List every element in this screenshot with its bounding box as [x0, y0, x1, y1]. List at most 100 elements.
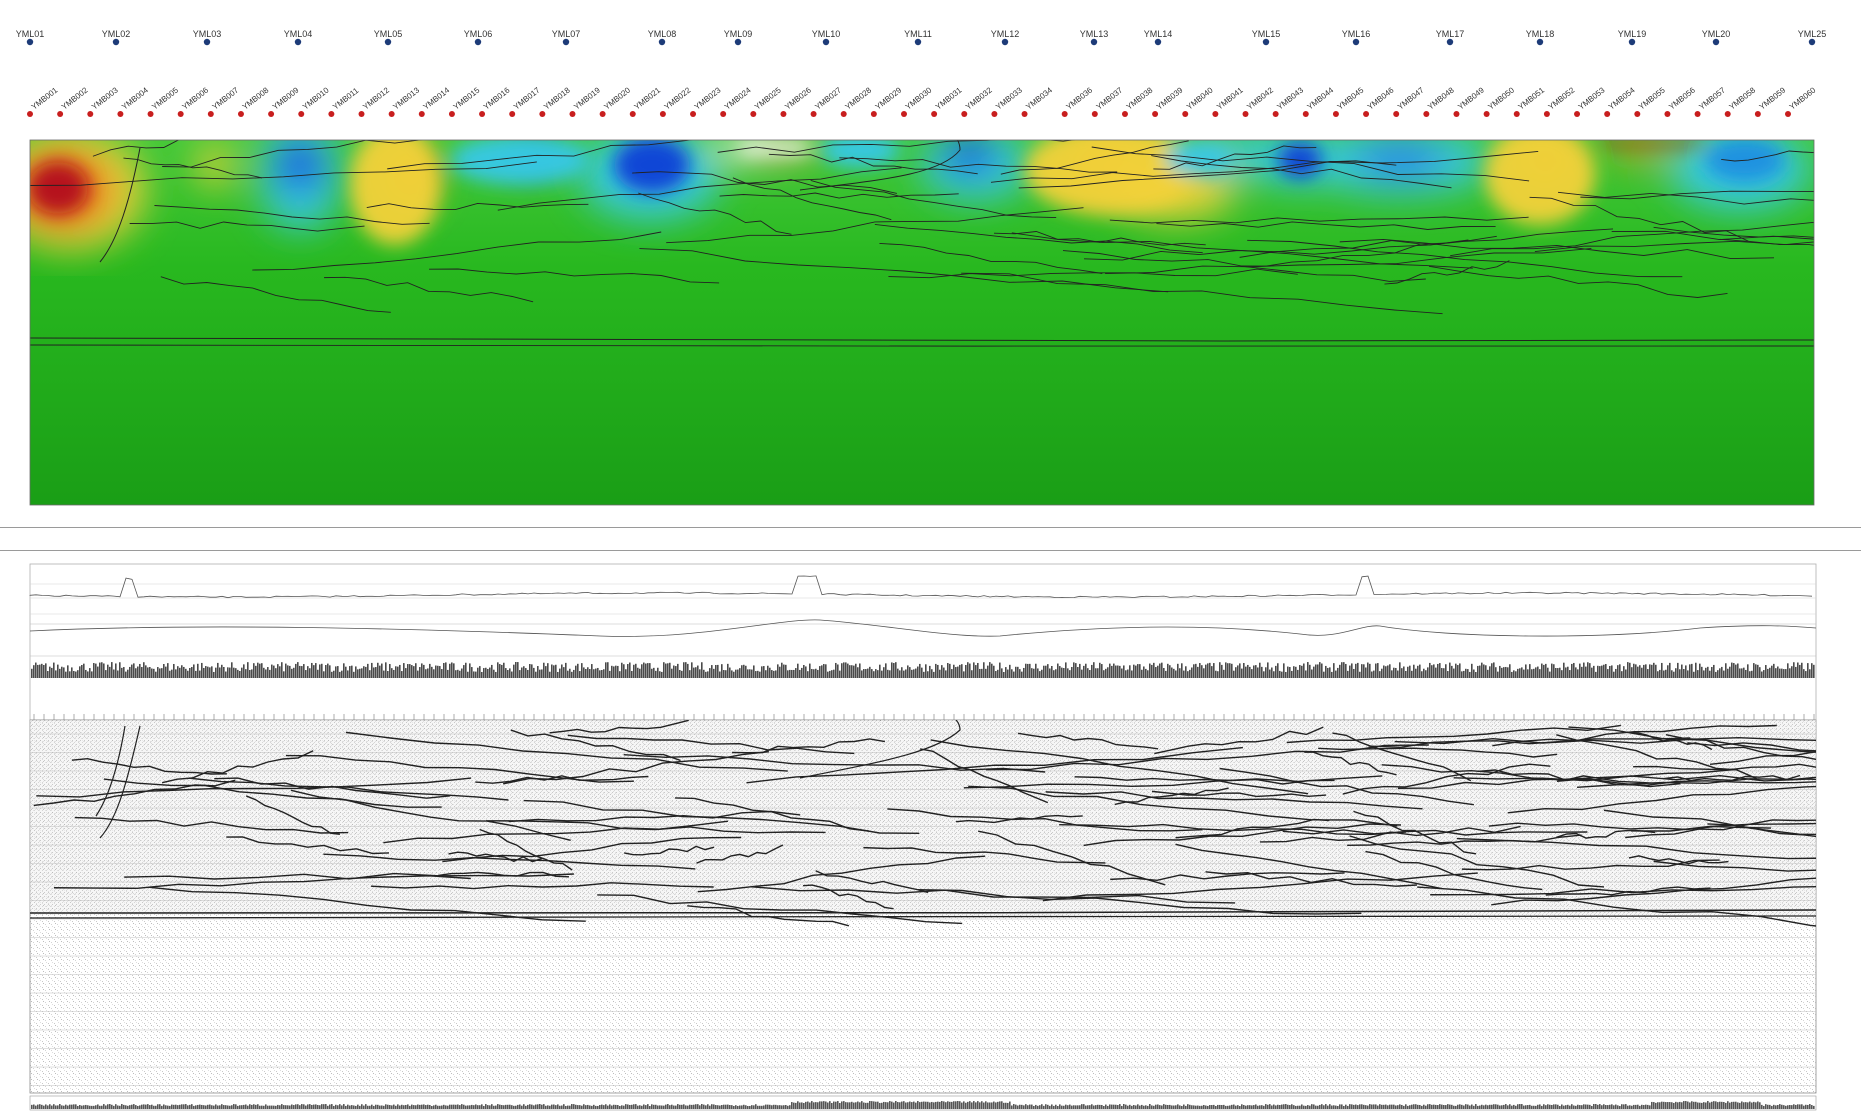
footer-bar — [991, 1102, 993, 1109]
station-label-ymb: YMB026 — [783, 85, 813, 111]
track-bar — [639, 668, 641, 678]
track-bar — [1095, 668, 1097, 678]
track-bar — [785, 664, 787, 678]
track-bar — [1439, 663, 1441, 678]
track-bar — [475, 671, 477, 678]
footer-bar — [481, 1104, 483, 1109]
horizon-line — [1286, 724, 1622, 744]
footer-bar — [665, 1104, 667, 1109]
footer-bar — [1389, 1104, 1391, 1109]
track-bar — [241, 667, 243, 678]
horizon-line — [1368, 737, 1691, 749]
footer-bar — [1401, 1104, 1403, 1109]
footer-bar — [1471, 1104, 1473, 1109]
track-bar — [1103, 670, 1105, 678]
track-bar — [1511, 671, 1513, 678]
footer-bar — [1515, 1105, 1517, 1109]
track-bar — [1337, 667, 1339, 678]
track-bar — [119, 662, 121, 678]
track-bar — [1347, 670, 1349, 678]
footer-bar — [1809, 1104, 1811, 1109]
track-bar — [1161, 662, 1163, 678]
footer-bar — [555, 1105, 557, 1109]
track-bar — [657, 667, 659, 678]
footer-bar — [137, 1105, 139, 1109]
footer-bar — [1647, 1104, 1649, 1109]
track-bar — [585, 668, 587, 678]
footer-bar — [1785, 1105, 1787, 1109]
track-bar — [489, 667, 491, 678]
footer-bar — [527, 1104, 529, 1109]
horizon-line — [985, 744, 1429, 771]
track-bar — [1495, 667, 1497, 678]
footer-bar — [51, 1105, 53, 1109]
footer-bar — [1085, 1105, 1087, 1109]
horizon-line — [968, 785, 1398, 827]
footer-bar — [173, 1104, 175, 1109]
footer-bar — [269, 1105, 271, 1109]
track-bar — [1275, 665, 1277, 678]
footer-bar — [1003, 1102, 1005, 1109]
track-bar — [979, 668, 981, 678]
track-bar — [1747, 664, 1749, 678]
footer-bar — [1513, 1104, 1515, 1109]
track-bar — [1791, 666, 1793, 678]
track-bar — [1481, 662, 1483, 678]
horizon-line — [1318, 747, 1558, 758]
track-bar — [539, 669, 541, 678]
station-label-ym: YML11 — [904, 29, 932, 39]
horizon-line — [429, 268, 720, 284]
footer-bar — [1581, 1105, 1583, 1109]
footer-bar — [1457, 1104, 1459, 1109]
track-bar — [193, 664, 195, 678]
footer-bar — [649, 1105, 651, 1109]
station-marker-icon — [1152, 111, 1159, 117]
footer-bar — [907, 1102, 909, 1109]
track-bar — [635, 663, 637, 678]
track-bar — [1049, 668, 1051, 678]
horizon-line — [1205, 871, 1417, 887]
horizon-line — [1556, 734, 1757, 780]
footer-bar — [1509, 1104, 1511, 1109]
footer-bar — [1237, 1105, 1239, 1109]
footer-bar — [447, 1105, 449, 1109]
station-label-ymb: YMB060 — [1788, 85, 1818, 111]
footer-bar — [1797, 1104, 1799, 1109]
footer-bar — [1165, 1104, 1167, 1109]
footer-bar — [33, 1104, 35, 1109]
track-bar — [1315, 664, 1317, 678]
footer-bar — [1027, 1105, 1029, 1109]
footer-bar — [1217, 1104, 1219, 1109]
track-bar — [1565, 667, 1567, 678]
station-marker-icon — [1021, 111, 1028, 117]
track-bar — [587, 667, 589, 678]
station-marker-icon — [1423, 111, 1430, 117]
track-bar — [165, 666, 167, 678]
track-bar — [509, 668, 511, 678]
station-marker-icon — [1536, 38, 1544, 46]
track-bar — [1785, 669, 1787, 678]
track-bar — [987, 665, 989, 678]
track-bar — [1135, 665, 1137, 678]
track-bar — [1619, 664, 1621, 678]
track-bar — [295, 663, 297, 678]
footer-bar — [679, 1104, 681, 1109]
track-bar — [421, 663, 423, 678]
track-bar — [1569, 670, 1571, 678]
track-bar — [1665, 669, 1667, 678]
footer-bar — [431, 1105, 433, 1109]
footer-bar — [1079, 1105, 1081, 1109]
footer-bar — [1529, 1104, 1531, 1109]
footer-bar — [1183, 1104, 1185, 1109]
footer-bar — [75, 1104, 77, 1109]
footer-bar — [1175, 1105, 1177, 1109]
horizon-line — [961, 272, 1443, 315]
track-bar — [1301, 665, 1303, 678]
station-marker-icon — [840, 111, 847, 117]
footer-bar — [213, 1105, 215, 1109]
station-label-ymb: YMB059 — [1758, 85, 1788, 111]
footer-bar — [453, 1104, 455, 1109]
track-bar — [1781, 668, 1783, 678]
track-bar — [535, 671, 537, 678]
track-bar — [533, 667, 535, 678]
